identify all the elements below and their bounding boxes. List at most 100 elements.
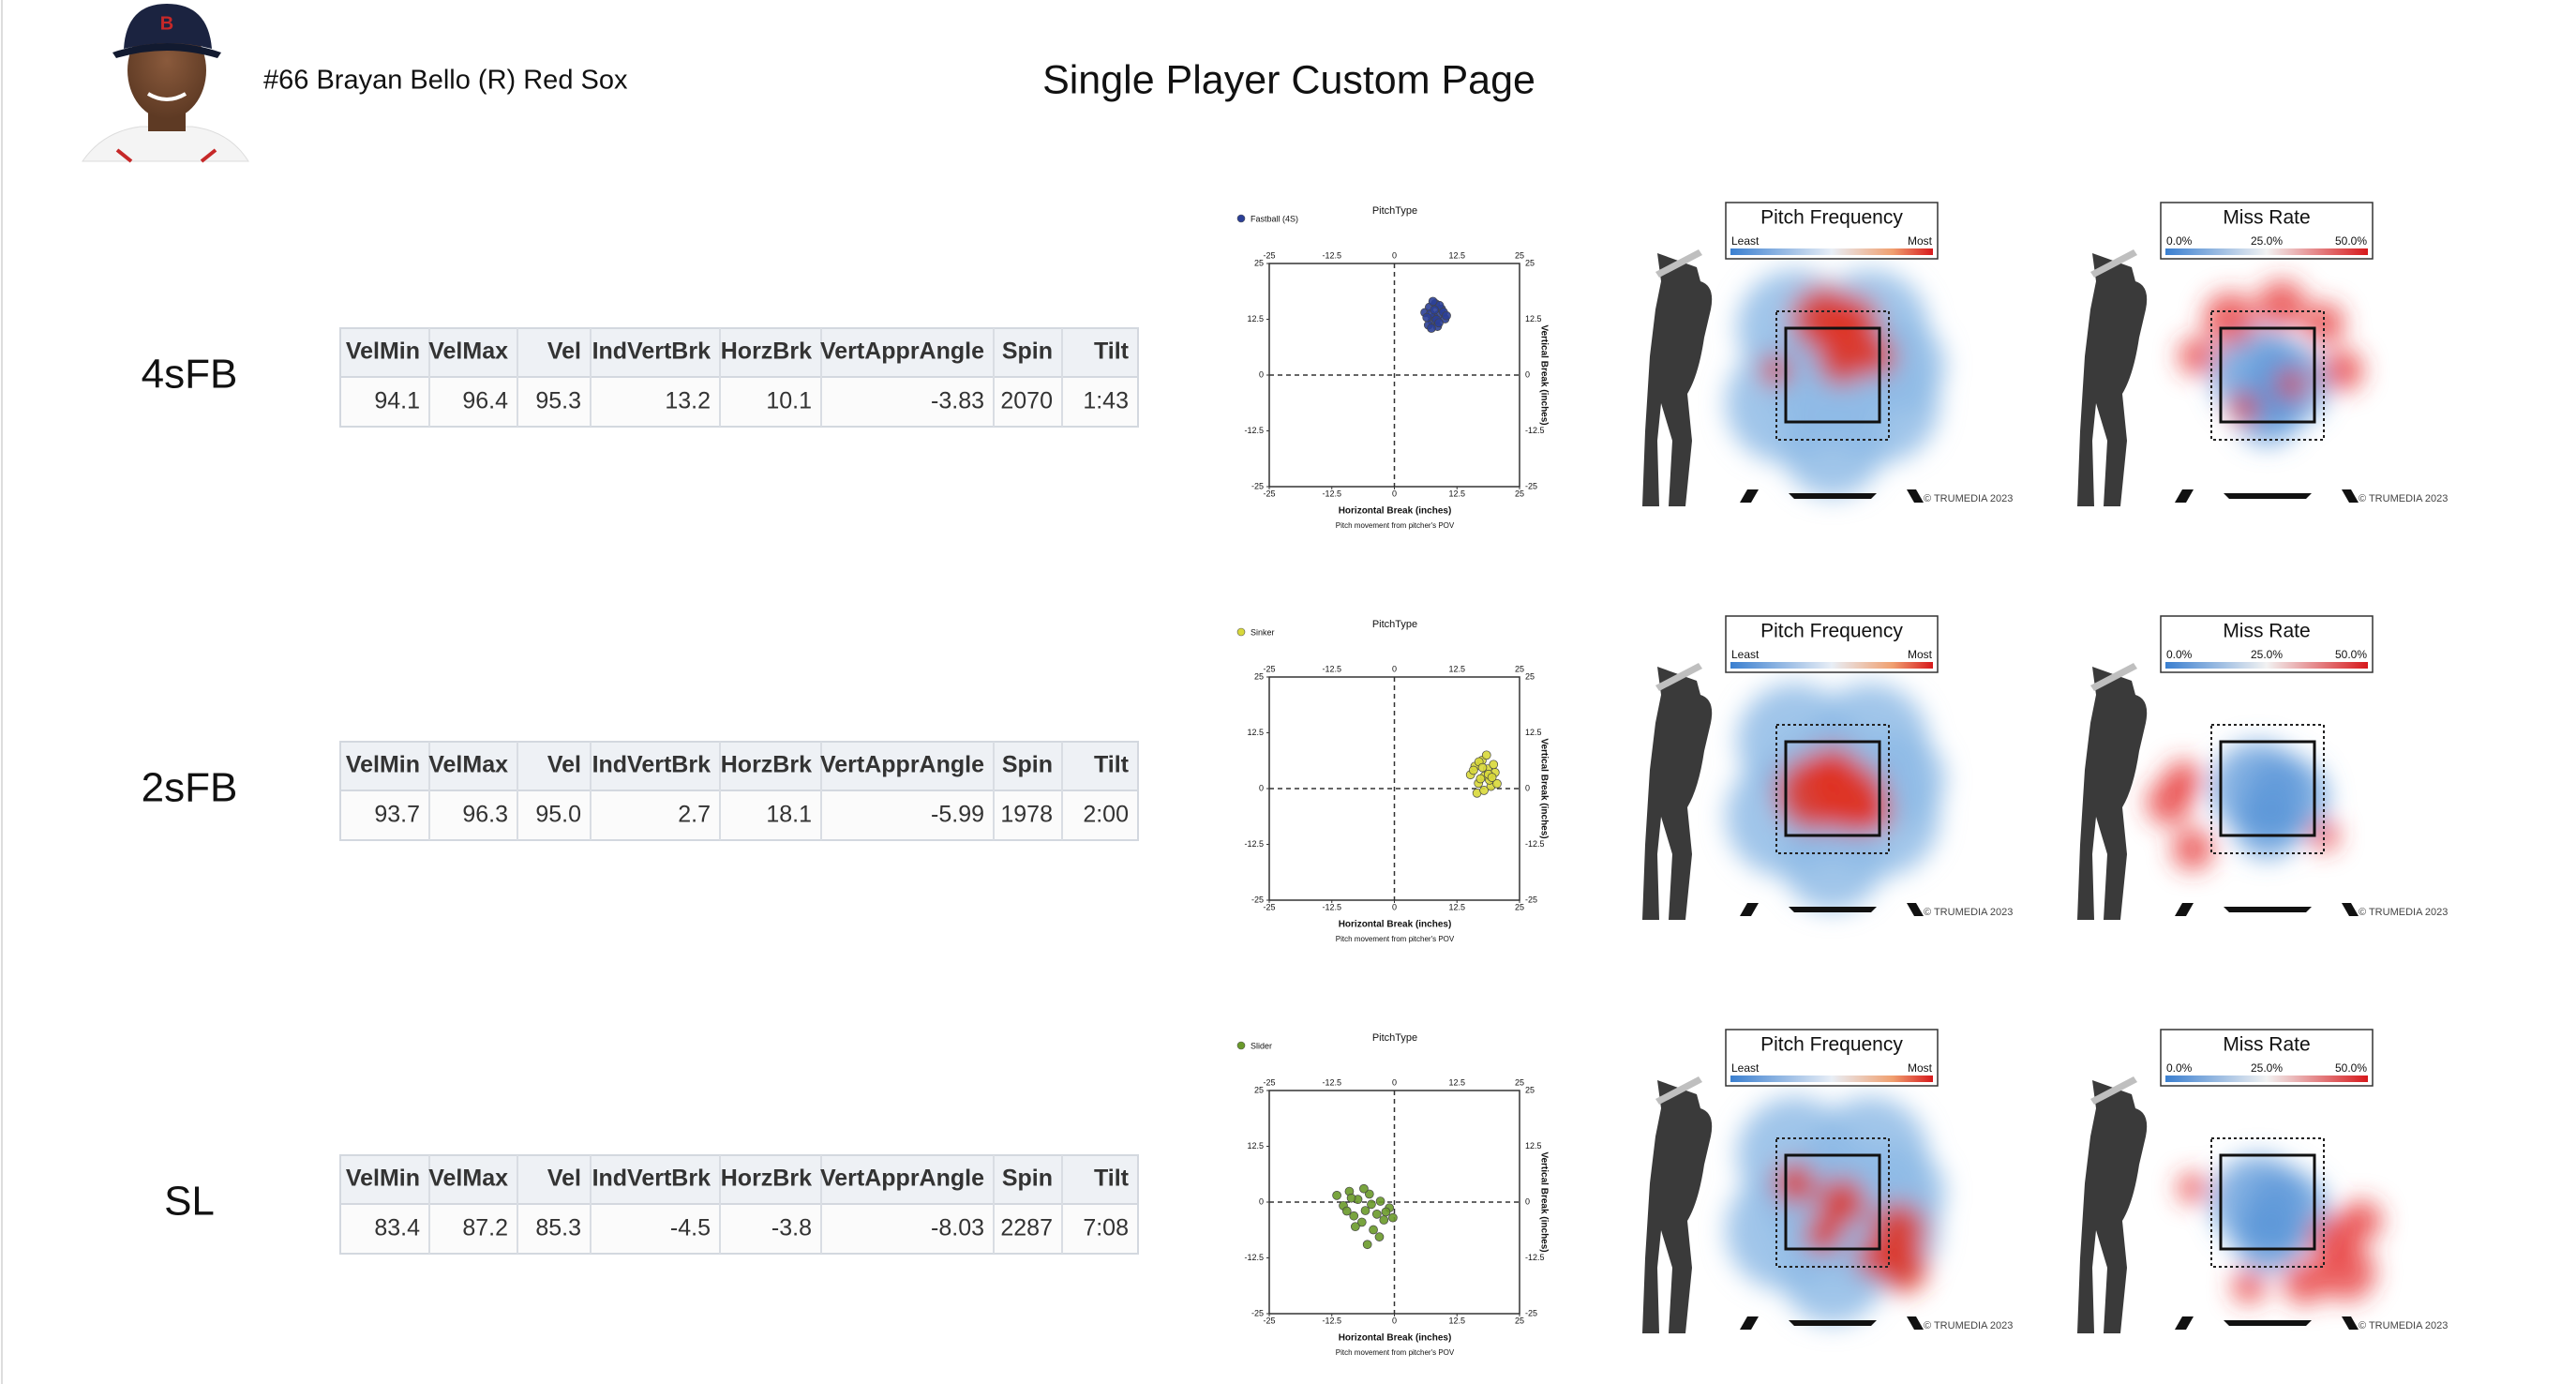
- table-header-cell: Vel: [547, 1166, 581, 1192]
- legend-gradient: [1730, 248, 1933, 255]
- credit: © TRUMEDIA 2023: [2359, 493, 2448, 504]
- svg-text:B: B: [160, 13, 173, 34]
- x-tick-label-top: -25: [1263, 664, 1275, 673]
- table-cell: 2:00: [1083, 802, 1129, 828]
- heat-spot: [2232, 1270, 2266, 1303]
- heat-base: [1781, 807, 1884, 910]
- bat: [2090, 1076, 2137, 1105]
- scatter-point: [1489, 760, 1499, 770]
- heat-spot: [2257, 280, 2306, 329]
- table-cell: 1:43: [1083, 388, 1129, 414]
- x-tick-label: -12.5: [1322, 489, 1341, 498]
- outer-zone: [1775, 310, 1890, 441]
- table-header-cell: Tilt: [1094, 752, 1130, 778]
- x-tick-label: -25: [1263, 489, 1275, 498]
- x-tick-label: -12.5: [1322, 1316, 1341, 1325]
- x-tick-label: 25: [1515, 489, 1524, 498]
- scatter-point: [1349, 1211, 1359, 1221]
- legend-high: Most: [1908, 1061, 1933, 1075]
- x-tick-label: -25: [1263, 902, 1275, 911]
- strike-zone: [2219, 740, 2316, 837]
- heat-blobs: [1726, 1097, 1945, 1324]
- pitch-row: SL VelMin 83.4 VelMax 87.2 Vel 85.3 IndVertBrk -…: [164, 1029, 2448, 1357]
- heat-spot: [2309, 820, 2339, 850]
- heat-spot: [1850, 791, 1891, 833]
- y-tick-label: 0: [1259, 1196, 1264, 1206]
- plate-right: [2342, 1316, 2359, 1330]
- chart-note: Pitch movement from pitcher's POV: [1336, 1348, 1455, 1357]
- scatter-point: [1481, 750, 1491, 760]
- y-tick-label-right: 0: [1525, 783, 1530, 792]
- batter-silhouette: [2077, 253, 2148, 506]
- scatter-point: [1434, 318, 1444, 328]
- miss-rate-heatmap: © TRUMEDIA 2023 Miss Rate 0.0% 25.0% 50.0%: [2077, 615, 2448, 920]
- y-tick-label-right: 0: [1525, 1196, 1530, 1206]
- table-cell: 93.7: [374, 802, 420, 828]
- x-tick-label-top: 0: [1392, 1077, 1397, 1087]
- table-header-cell: Spin: [1002, 752, 1053, 778]
- table-cell: 18.1: [766, 802, 812, 828]
- y-tick-label-right: 12.5: [1525, 728, 1542, 737]
- scatter-point: [1360, 1206, 1370, 1215]
- pitch-row: 2sFB VelMin 93.7 VelMax 96.3 Vel 95.0 IndVertBr…: [142, 615, 2448, 943]
- x-tick-label-top: 25: [1515, 250, 1524, 260]
- heat-spot: [1818, 1178, 1866, 1226]
- heat-spot: [2276, 369, 2306, 399]
- outer-zone: [2210, 724, 2325, 854]
- legend-tick: 0.0%: [2166, 648, 2193, 661]
- heat-spot: [2172, 829, 2213, 870]
- scatter-point: [1430, 305, 1440, 315]
- legend-tick: 0.0%: [2166, 234, 2193, 248]
- x-axis-label: Horizontal Break (inches): [1339, 1333, 1452, 1344]
- y-tick-label-right: 0: [1525, 369, 1530, 379]
- scatter-point: [1477, 762, 1488, 773]
- table-header-cell: Vel: [547, 752, 581, 778]
- x-tick-label: -12.5: [1322, 902, 1341, 911]
- y-tick-label-right: 25: [1525, 671, 1535, 681]
- y-tick-label: -12.5: [1244, 839, 1264, 849]
- table-cell: 83.4: [374, 1215, 420, 1241]
- legend-tick: 50.0%: [2335, 648, 2367, 661]
- table-cell: 2.7: [678, 802, 711, 828]
- table-header-bg: [339, 741, 1139, 791]
- heat-spot: [2322, 350, 2363, 391]
- legend-high: Most: [1908, 234, 1933, 248]
- table-cell: 96.3: [462, 802, 508, 828]
- home-plate: [2224, 907, 2312, 912]
- x-tick-label: 25: [1515, 902, 1524, 911]
- table-header-cell: VertApprAngle: [820, 752, 984, 778]
- y-tick-label: -12.5: [1244, 1253, 1264, 1262]
- y-tick-label: 25: [1254, 258, 1264, 267]
- x-axis-label: Horizontal Break (inches): [1339, 506, 1452, 517]
- chart-note: Pitch movement from pitcher's POV: [1336, 521, 1455, 530]
- outer-zone: [2210, 1137, 2325, 1268]
- plate-right: [2342, 489, 2359, 503]
- bat: [2090, 249, 2137, 278]
- x-tick-label: 25: [1515, 1316, 1524, 1325]
- table-header-cell: IndVertBrk: [592, 338, 711, 365]
- bat: [2090, 663, 2137, 691]
- table-cell: 96.4: [462, 388, 508, 414]
- table-cell: -3.8: [771, 1215, 812, 1241]
- heat-base: [1781, 1221, 1884, 1324]
- heat-blobs: [2178, 1155, 2382, 1304]
- legend-title: Miss Rate: [2223, 1034, 2310, 1056]
- y-tick-label: 12.5: [1247, 728, 1264, 737]
- x-tick-label-top: 0: [1392, 250, 1397, 260]
- table-cell: 7:08: [1083, 1215, 1129, 1241]
- y-tick-label: 25: [1254, 671, 1264, 681]
- chart-title: PitchType: [1372, 1032, 1417, 1044]
- y-tick-label: 25: [1254, 1085, 1264, 1094]
- y-tick-label: -25: [1251, 895, 1264, 904]
- scatter-point: [1374, 1232, 1385, 1241]
- table-cell: 95.0: [535, 802, 581, 828]
- table-cell: 13.2: [665, 388, 711, 414]
- scatter-point: [1428, 296, 1438, 307]
- x-tick-label-top: -12.5: [1322, 250, 1341, 260]
- scatter-point: [1369, 1225, 1378, 1235]
- heat-spot: [2341, 1200, 2382, 1241]
- table-header-cell: Tilt: [1094, 1166, 1130, 1192]
- heat-spot: [1805, 1216, 1842, 1254]
- scatter-point: [1341, 1206, 1352, 1216]
